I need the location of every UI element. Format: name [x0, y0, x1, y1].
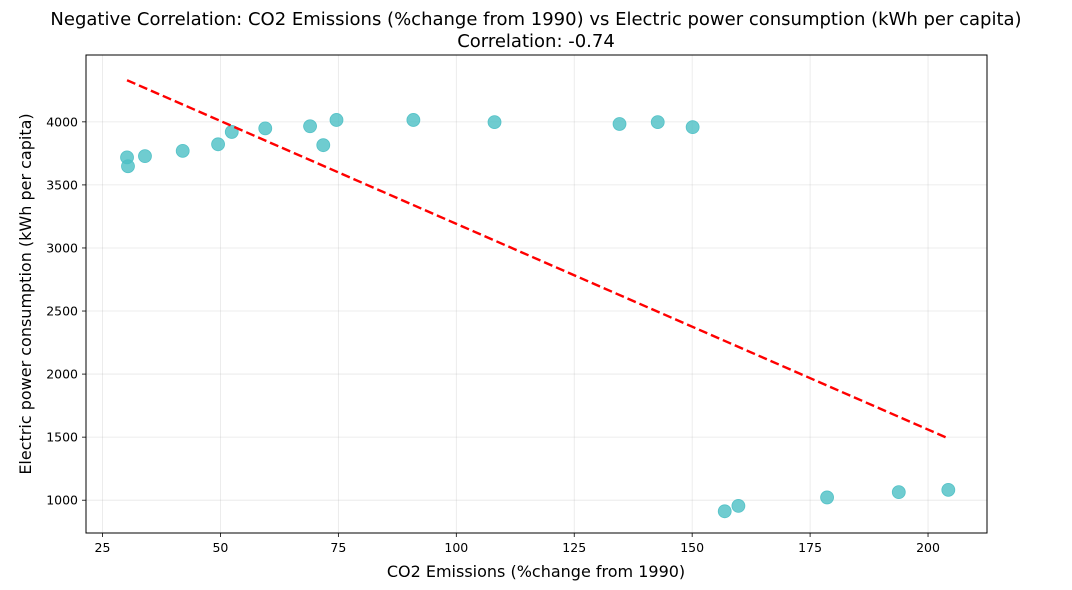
- data-point: [717, 504, 732, 519]
- data-point: [612, 117, 627, 131]
- data-point: [211, 137, 225, 152]
- trend-line: [126, 79, 949, 440]
- data-point: [731, 498, 746, 513]
- x-tick-label: 75: [330, 540, 346, 555]
- data-point: [303, 119, 317, 134]
- y-tick-label: 2000: [46, 367, 78, 382]
- data-points: [120, 113, 956, 519]
- axis-ticks: 25 50 75 100 125 150 175 200 1000 1500 2000 2500 300…: [46, 114, 940, 555]
- data-point: [121, 159, 135, 174]
- x-tick-label: 175: [798, 540, 822, 555]
- data-point: [891, 485, 906, 500]
- y-axis-label: Electric power consumption (kWh per capi…: [16, 113, 35, 474]
- data-point: [650, 115, 665, 129]
- x-tick-label: 25: [95, 540, 111, 555]
- y-tick-label: 1500: [46, 430, 78, 445]
- data-point: [258, 121, 273, 136]
- data-point: [685, 120, 700, 135]
- data-point: [487, 115, 502, 129]
- data-point: [820, 490, 834, 505]
- plot-frame: [85, 54, 988, 534]
- data-point: [316, 138, 331, 153]
- x-tick-label: 50: [212, 540, 228, 555]
- x-tick-label: 150: [680, 540, 704, 555]
- y-tick-label: 3500: [46, 177, 78, 192]
- y-tick-label: 2500: [46, 304, 78, 319]
- x-tick-label: 200: [916, 540, 940, 555]
- data-point: [329, 113, 344, 127]
- x-tick-label: 125: [562, 540, 586, 555]
- y-tick-label: 3000: [46, 240, 78, 255]
- data-point: [138, 149, 152, 164]
- x-tick-label: 100: [444, 540, 468, 555]
- trend-line-group: [126, 79, 949, 440]
- data-point: [941, 482, 956, 497]
- chart-title: Negative Correlation: CO2 Emissions (%ch…: [50, 9, 1021, 30]
- x-axis-label: CO2 Emissions (%change from 1990): [387, 562, 685, 581]
- grid-lines: [86, 55, 987, 533]
- y-tick-label: 4000: [46, 114, 78, 129]
- data-point: [175, 143, 190, 158]
- chart-subtitle: Correlation: -0.74: [457, 31, 615, 52]
- data-point: [406, 113, 421, 127]
- y-tick-label: 1000: [46, 493, 78, 508]
- data-point: [224, 125, 239, 139]
